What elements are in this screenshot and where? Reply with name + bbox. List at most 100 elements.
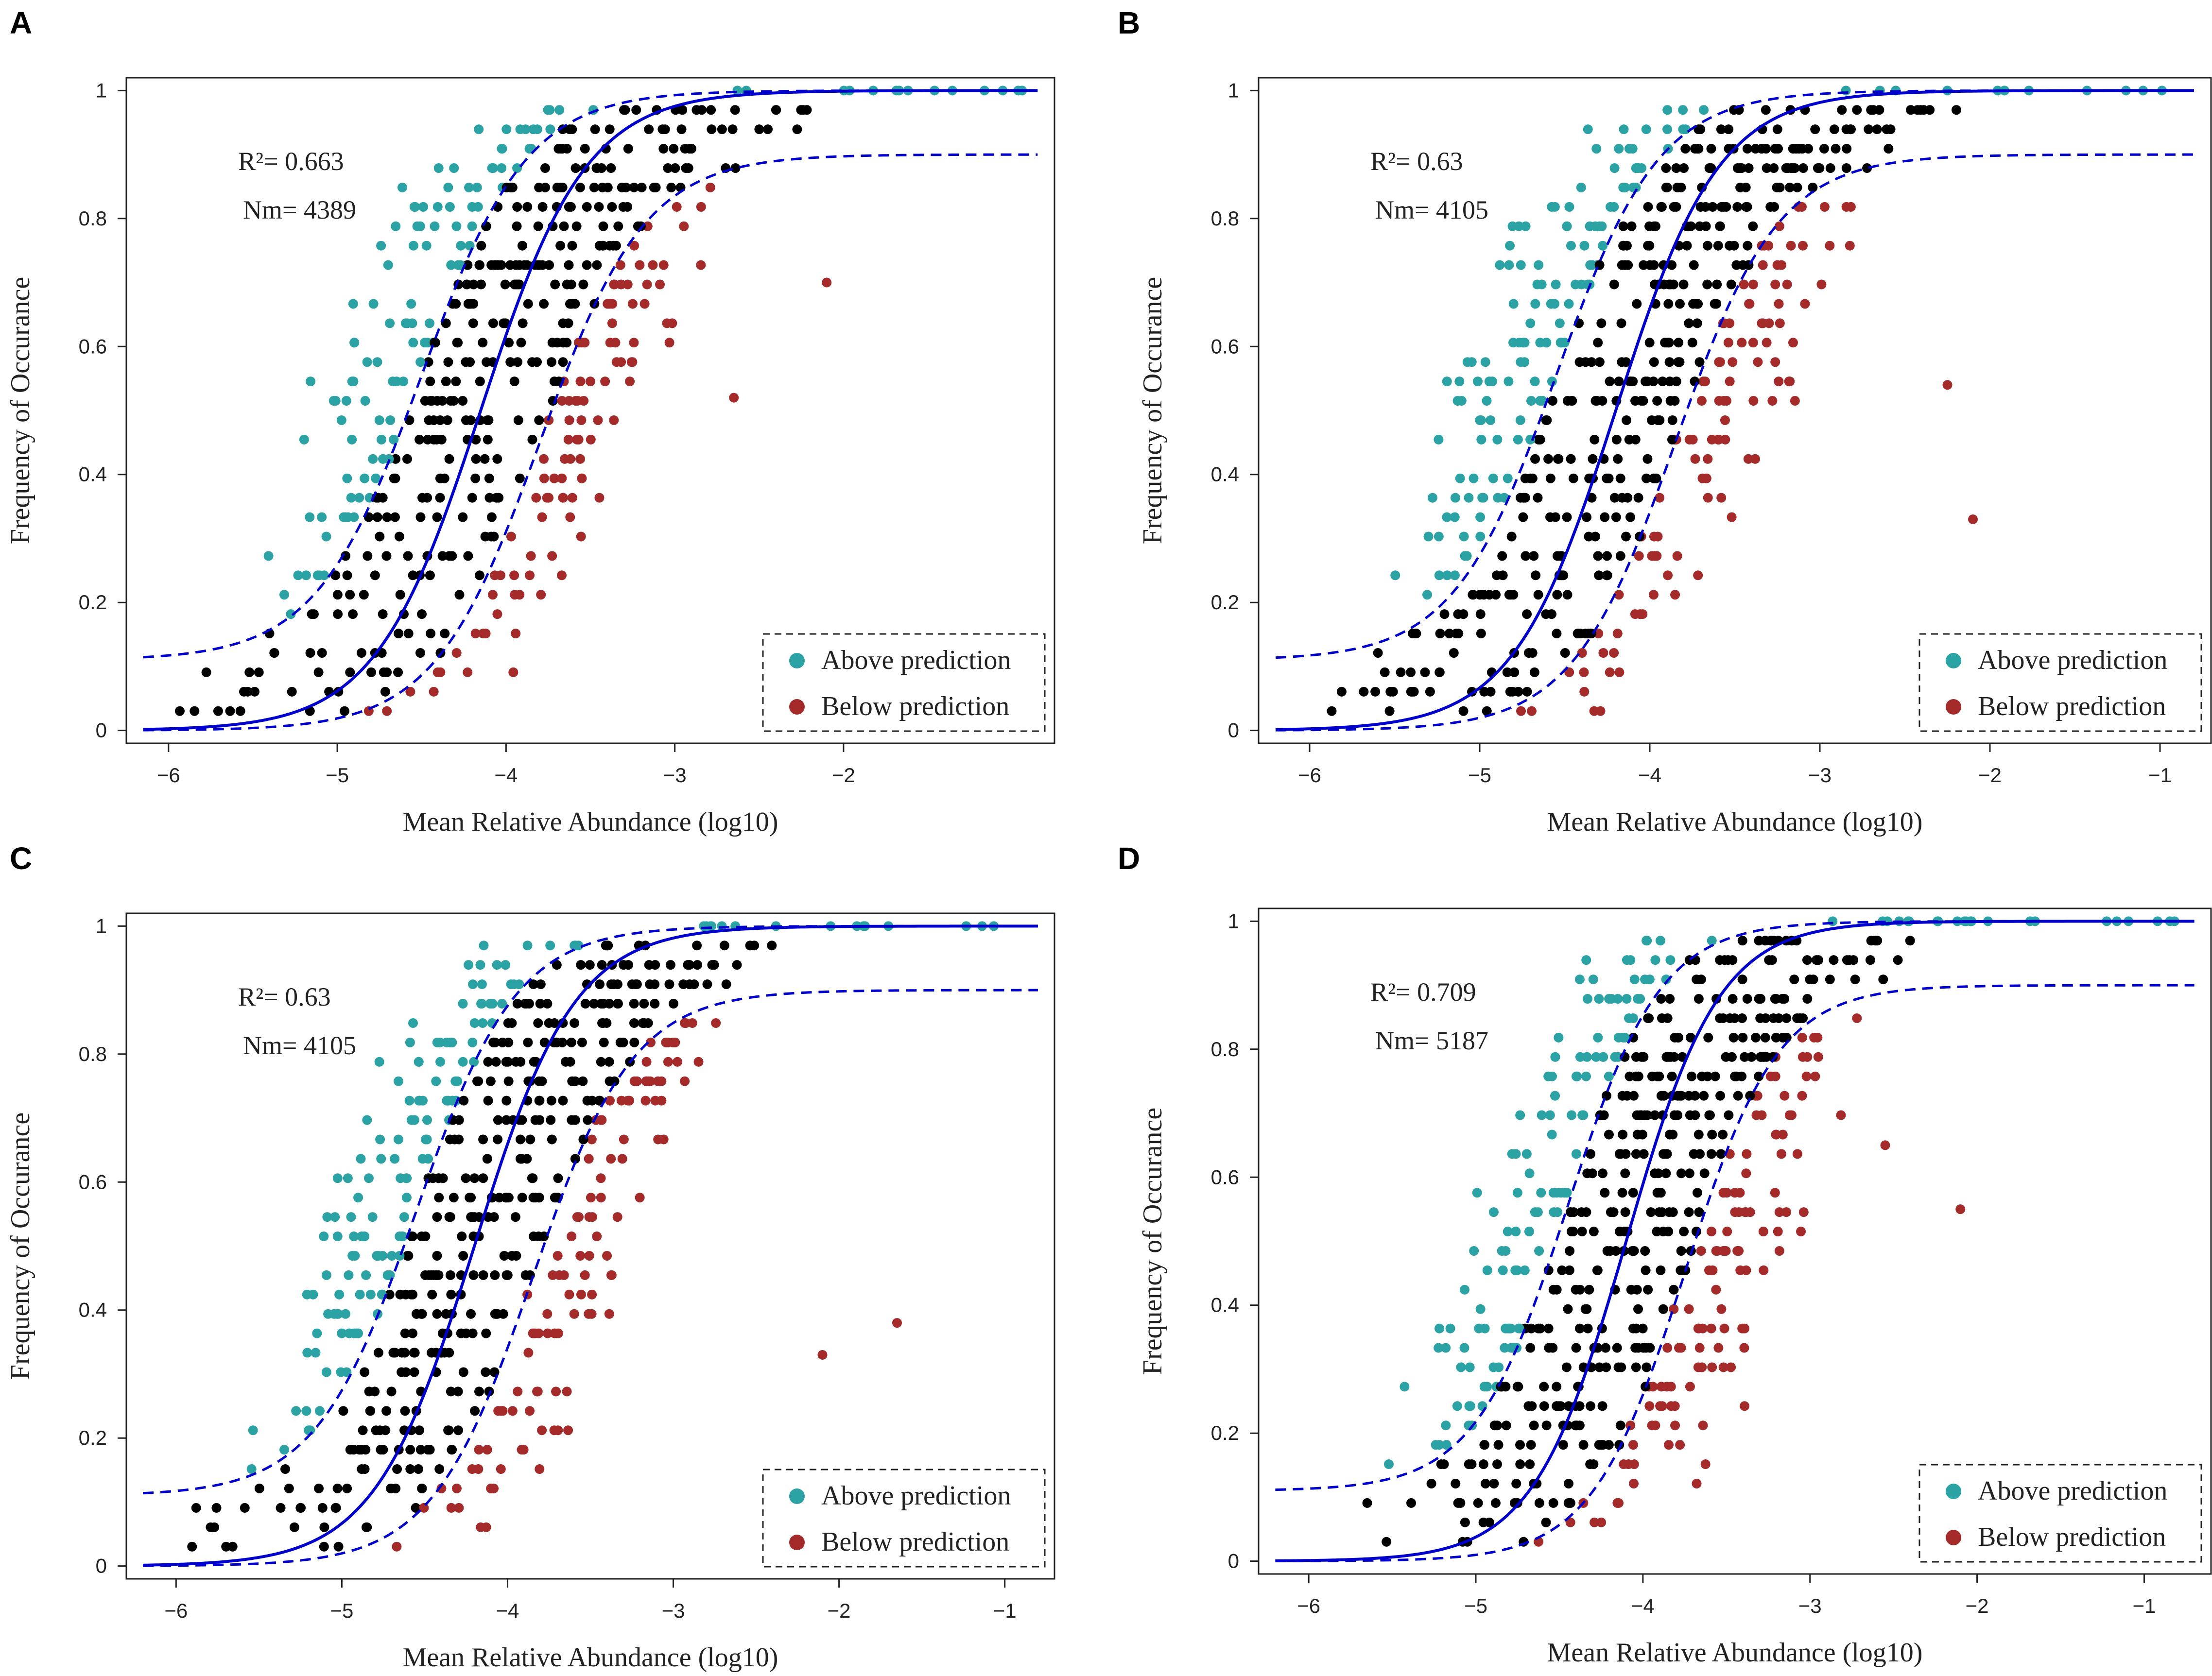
x-tick-label: −3 [1808,764,1832,787]
point-neutral [504,338,514,348]
point-above [1662,105,1673,115]
point-below [542,1328,553,1338]
point-neutral [1539,1382,1549,1392]
point-neutral [406,1289,416,1300]
point-below [1777,260,1787,270]
point-above [1498,1265,1508,1275]
point-neutral [1715,1013,1725,1023]
point-below [1674,1343,1684,1353]
point-above [1488,473,1498,483]
point-below [1718,1246,1728,1256]
point-neutral [1755,1013,1765,1023]
point-neutral [1530,454,1540,464]
point-above [1655,936,1665,946]
point-above [1598,240,1608,251]
point-neutral [476,240,486,251]
point-neutral [1497,551,1507,561]
point-neutral [1668,1207,1678,1217]
point-neutral [623,144,633,154]
point-neutral [1620,1207,1630,1217]
point-above [467,979,478,990]
point-below [627,299,638,309]
point-below [1776,1149,1786,1159]
point-above [442,1037,452,1047]
point-neutral [397,1348,407,1358]
point-neutral [373,493,383,503]
point-above [383,260,393,270]
point-below [1786,240,1796,251]
point-neutral [453,1386,463,1397]
y-axis-label: Frequency of Occurance [5,277,35,544]
legend-box [762,1469,1046,1568]
point-neutral [517,1193,527,1203]
point-neutral [1644,240,1655,251]
point-above [1520,1265,1530,1275]
point-neutral [1563,1304,1573,1314]
point-neutral [1760,1032,1770,1043]
point-neutral [1631,1362,1641,1372]
point-neutral [1685,1110,1695,1120]
point-below [629,240,639,251]
point-neutral [1601,1362,1611,1372]
point-neutral [402,454,412,464]
point-below [619,1134,629,1145]
point-neutral [1803,144,1814,154]
point-above [412,221,422,231]
point-below [642,221,653,231]
point-neutral [484,493,495,503]
point-neutral [555,182,566,192]
point-neutral [1743,240,1753,251]
point-below [663,1057,673,1067]
point-neutral [471,454,481,464]
point-neutral [365,1406,376,1416]
point-neutral [1862,163,1872,173]
point-neutral [1808,182,1818,192]
point-above [1460,551,1470,561]
point-neutral [1633,1304,1643,1314]
point-below [615,260,625,270]
point-neutral [415,648,425,658]
point-above [1614,144,1624,154]
point-neutral [1850,975,1860,985]
point-below [1713,1343,1724,1353]
point-above [1530,376,1540,387]
point-neutral [1639,260,1649,270]
point-above [1459,1343,1469,1353]
point-neutral [1687,1071,1697,1081]
point-neutral [1592,1265,1602,1275]
point-above [1441,1440,1452,1450]
point-neutral [509,279,519,290]
point-neutral [435,493,445,503]
point-neutral [639,999,649,1009]
points-group [1362,916,2179,1547]
point-neutral [1597,1168,1607,1179]
x-tick-label: −4 [496,1599,519,1622]
point-neutral [409,1348,419,1358]
point-above [1495,260,1505,270]
point-neutral [356,648,366,658]
x-tick-label: −4 [1631,1594,1655,1617]
point-above [1530,299,1540,309]
point-neutral [1650,221,1660,231]
point-neutral [1756,994,1766,1004]
point-above [367,1212,378,1222]
point-neutral [1473,1498,1483,1508]
legend-below-marker [1946,1530,1961,1545]
point-below [1813,1052,1823,1062]
point-neutral [417,1483,427,1493]
point-neutral [456,1328,466,1338]
point-above [1507,1149,1517,1159]
point-above [1390,570,1400,581]
point-below [594,493,605,503]
point-neutral [513,357,523,367]
point-neutral [425,396,435,406]
point-above [1442,512,1452,522]
point-above [365,1289,376,1300]
point-above [372,357,382,367]
point-neutral [1380,667,1390,677]
point-neutral [582,260,592,270]
point-neutral [1486,686,1496,697]
point-neutral [604,999,614,1009]
point-neutral [1362,1498,1372,1508]
point-neutral [1837,105,1847,115]
